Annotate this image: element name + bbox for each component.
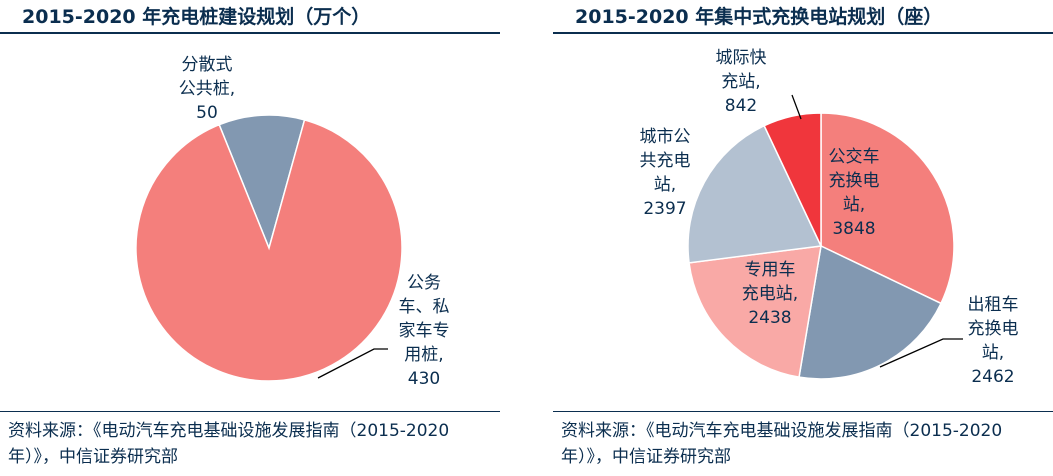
slice-label-line: 出租车	[968, 295, 1019, 315]
pie-slice	[798, 244, 942, 380]
slice-label-line: 2462	[971, 367, 1014, 387]
slice-label-line: 充站,	[721, 72, 760, 92]
right-source-note: 资料来源：《电动汽车充电基础设施发展指南（2015-2020年）》，中信证券研究…	[561, 421, 1003, 467]
left-source-note: 资料来源：《电动汽车充电基础设施发展指南（2015-2020年）》，中信证券研究…	[8, 421, 450, 467]
slice-label-line: 3848	[832, 219, 875, 239]
slice-label-line: 站,	[654, 175, 676, 195]
label-leader-line	[879, 338, 963, 368]
pie-slice	[688, 245, 822, 379]
right-chart-panel: 2015-2020 年集中式充换电站规划（座） 公交车充换电站, 3848 出租车充…	[553, 0, 1053, 476]
pie-slice	[820, 112, 955, 305]
slice-label-line: 家车专	[399, 321, 450, 341]
slice-label-line: 公共桩,	[179, 79, 235, 99]
slice-label-line: 430	[408, 369, 440, 389]
slice-label: 城际快充站, 842	[716, 48, 767, 116]
slice-label-line: 专用车	[745, 260, 796, 280]
pie-slices	[687, 112, 955, 380]
label-leader-line	[317, 348, 388, 379]
slice-label: 城市公共充电站, 2397	[640, 127, 691, 219]
left-pie-chart: 分散式公共桩, 50 公务车、私家车专用桩, 430	[135, 55, 450, 389]
slice-label-line: 共充电	[640, 151, 691, 171]
pie-slice	[218, 114, 306, 251]
slice-label-line: 充换电	[968, 319, 1019, 339]
left-chart-title: 2015-2020 年充电桩建设规划（万个）	[22, 6, 371, 28]
pie-slices	[135, 114, 403, 382]
right-source-rule	[553, 411, 1053, 412]
slice-label-line: 50	[196, 103, 218, 123]
pie-slice	[135, 118, 403, 382]
slice-label-line: 用桩,	[404, 345, 443, 365]
slice-label: 分散式公共桩, 50	[179, 55, 235, 123]
left-chart-panel: 2015-2020 年充电桩建设规划（万个） 分散式公共桩, 50 公务车、私家车专…	[0, 0, 500, 476]
slice-label-line: 充换电	[829, 171, 880, 191]
slice-label-line: 站,	[843, 195, 865, 215]
slice-label-line: 分散式	[182, 55, 233, 75]
slice-label: 出租车充换电站, 2462	[968, 295, 1019, 387]
slice-label: 专用车充电站, 2438	[742, 260, 798, 328]
slice-label-line: 公交车	[829, 147, 880, 167]
left-source-rule	[0, 411, 500, 412]
slice-label-line: 站,	[982, 343, 1004, 363]
slice-label-line: 城际快	[716, 48, 767, 68]
slice-label-line: 2438	[748, 308, 791, 328]
slice-label-line: 2397	[643, 199, 686, 219]
slice-label-line: 充电站,	[742, 284, 798, 304]
slice-label-line: 车、私	[399, 297, 450, 317]
left-title-rule	[0, 32, 500, 34]
right-title-rule	[553, 32, 1053, 34]
pie-labels: 分散式公共桩, 50 公务车、私家车专用桩, 430	[179, 55, 450, 389]
slice-label-line: 842	[725, 96, 757, 116]
right-chart-title: 2015-2020 年集中式充换电站规划（座）	[575, 6, 943, 28]
pie-slice	[763, 112, 822, 247]
label-leader-line	[791, 94, 802, 120]
slice-label-line: 公务	[407, 273, 441, 293]
slice-label: 公务车、私家车专用桩, 430	[399, 273, 450, 389]
pie-slice	[687, 124, 823, 264]
slice-label-line: 城市公	[640, 127, 691, 147]
slice-label: 公交车充换电站, 3848	[829, 147, 880, 239]
